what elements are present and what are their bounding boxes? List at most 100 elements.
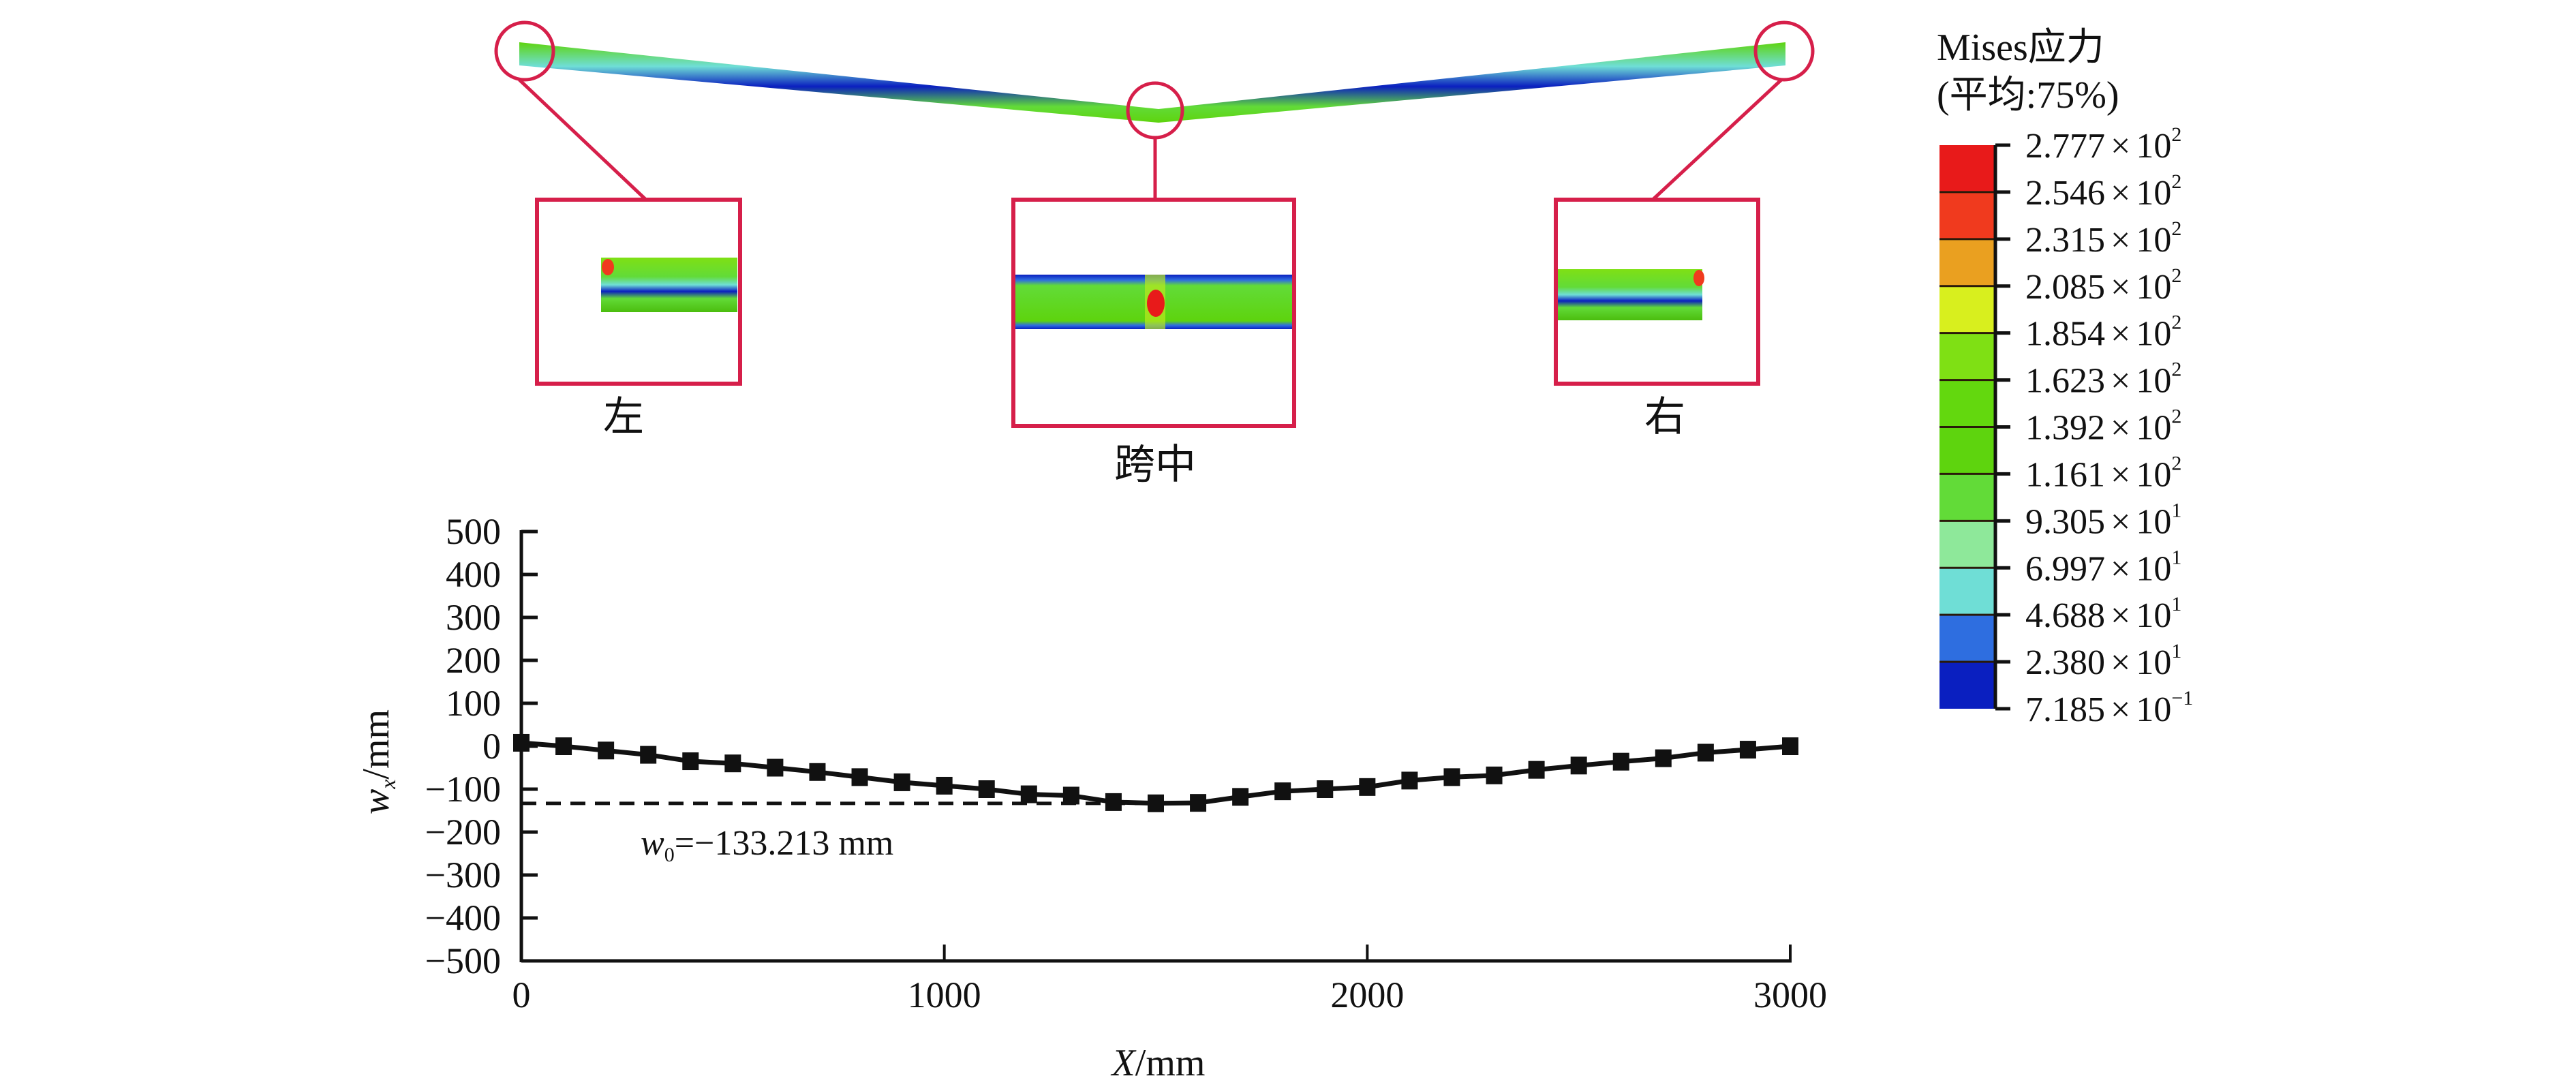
colorbar-band (1939, 333, 1995, 380)
colorbar-tick-label: 2.777 × 102 (2025, 123, 2181, 166)
colorbar-band (1939, 662, 1995, 709)
colorbar-tick-label: 6.997 × 101 (2025, 546, 2181, 588)
y-tick-label: 100 (446, 683, 501, 724)
colorbar-band (1939, 521, 1995, 568)
colorbar-tick-label: 1.161 × 102 (2025, 452, 2181, 494)
data-point-marker (1190, 794, 1207, 812)
colorbar-band (1939, 427, 1995, 474)
zoom-beam-right (1558, 269, 1702, 320)
zoom-caption-left: 左 (603, 395, 644, 440)
data-point-marker (1528, 761, 1545, 779)
colorbar-tick-label: 1.623 × 102 (2025, 358, 2181, 401)
data-point-marker (682, 752, 699, 771)
data-point-marker (1782, 737, 1798, 755)
data-point-marker (1317, 780, 1334, 798)
colorbar-tick-label: 1.854 × 102 (2025, 311, 2181, 354)
y-tick-label: −100 (425, 769, 501, 810)
colorbar-tick-label: 2.546 × 102 (2025, 170, 2181, 213)
highlight-circle-left (494, 20, 555, 82)
x-tick-label: 0 (512, 975, 531, 1015)
colorbar-tick-label: 2.085 × 102 (2025, 264, 2181, 307)
x-axis-ticks: 0 1000 2000 3000 (512, 945, 1827, 1015)
highlight-circle-right (1753, 20, 1815, 82)
colorbar-band (1939, 191, 1995, 239)
y-tick-label: 500 (446, 511, 501, 552)
data-point-marker (893, 773, 910, 791)
colorbar-tick-label: 4.688 × 101 (2025, 593, 2181, 635)
stress-hotspot-right (1693, 270, 1704, 286)
stress-hotspot-mid (1147, 290, 1165, 317)
y-tick-label: −300 (425, 855, 501, 895)
annotation-w0: w0=−133.213 mm (641, 824, 893, 866)
colorbar-band (1939, 568, 1995, 615)
data-point-marker (1274, 782, 1291, 801)
y-tick-label: 400 (446, 554, 501, 595)
legend-title-line2: (平均:75%) (1937, 74, 2119, 117)
zoom-caption-right: 右 (1644, 395, 1685, 440)
leader-line-left (518, 78, 649, 202)
data-point-marker (936, 776, 953, 795)
y-tick-label: −200 (425, 812, 501, 853)
series-markers (513, 733, 1798, 812)
deformed-beam (519, 42, 1785, 123)
colorbar-band (1939, 239, 1995, 286)
series-line-wx (521, 740, 1791, 806)
x-tick-label: 3000 (1753, 975, 1827, 1015)
data-point-marker (1062, 786, 1079, 805)
legend-title-line1: Mises应力 (1937, 27, 2104, 69)
data-point-marker (640, 746, 657, 764)
colorbar-band (1939, 145, 1995, 192)
zoom-panel-left (535, 198, 742, 386)
data-point-marker (1612, 752, 1629, 771)
x-tick-label: 1000 (908, 975, 981, 1015)
beam-left-half (519, 42, 1159, 123)
data-point-marker (598, 741, 615, 760)
colorbar-band (1939, 286, 1995, 333)
data-point-marker (1232, 788, 1249, 806)
data-point-marker (767, 758, 784, 777)
data-point-marker (1570, 756, 1587, 775)
colorbar-band (1939, 474, 1995, 521)
x-axis-label: X/mm (1111, 1042, 1206, 1084)
data-point-marker (1739, 741, 1756, 759)
data-point-marker (1105, 793, 1122, 811)
zoom-caption-mid: 跨中 (1114, 442, 1196, 487)
colorbar-band (1939, 615, 1995, 662)
beam-right-half (1159, 42, 1785, 123)
colorbar-tick-label: 1.392 × 102 (2025, 405, 2181, 448)
data-point-marker (724, 754, 741, 773)
data-point-marker (1486, 766, 1503, 784)
data-point-marker (1443, 768, 1460, 786)
y-tick-label: 0 (482, 726, 501, 767)
data-point-marker (809, 763, 826, 781)
zoom-panel-mid (1011, 198, 1296, 428)
leader-line-right (1650, 78, 1783, 202)
zoom-beam-left (601, 258, 737, 312)
data-point-marker (555, 737, 572, 755)
colorbar-band (1939, 380, 1995, 427)
colorbar-tick-label: 2.380 × 101 (2025, 640, 2181, 682)
data-point-marker (1697, 743, 1714, 762)
colorbar-tick-label: 9.305 × 101 (2025, 499, 2181, 541)
data-point-marker (1020, 785, 1037, 803)
data-point-marker (978, 780, 995, 798)
colorbar-tick-label: 2.315 × 102 (2025, 217, 2181, 260)
data-point-marker (1359, 778, 1376, 796)
y-tick-label: −400 (425, 898, 501, 938)
zoom-panel-right (1554, 198, 1760, 386)
highlight-markers (494, 20, 1815, 202)
colorbar-tick-label: 7.185 × 10−1 (2025, 687, 2193, 729)
y-tick-label: 200 (446, 640, 501, 681)
data-point-marker (1655, 749, 1672, 767)
data-point-marker (1148, 794, 1164, 812)
x-tick-label: 2000 (1330, 975, 1404, 1015)
y-tick-label: 300 (446, 597, 501, 638)
y-axis-label: wx/mm (355, 709, 400, 814)
stress-hotspot-left (602, 259, 614, 275)
data-point-marker (851, 768, 868, 786)
y-tick-label: −500 (425, 940, 501, 981)
